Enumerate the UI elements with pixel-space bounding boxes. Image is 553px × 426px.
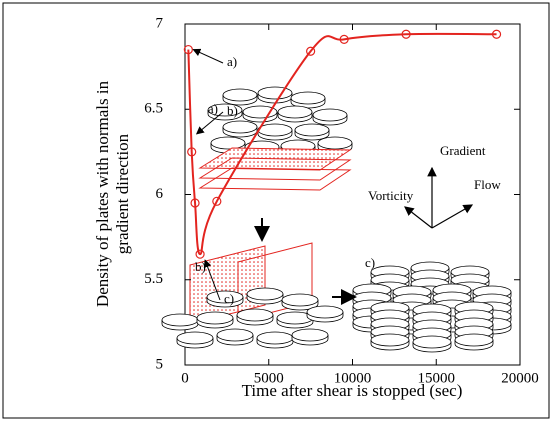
plate [370, 333, 410, 347]
axis-arrow [404, 206, 433, 229]
annotation-arrow [195, 111, 224, 135]
y-axis-label: gradient direction [113, 133, 132, 254]
data-point [306, 46, 316, 56]
plate [216, 328, 254, 342]
axis-label: Flow [474, 177, 501, 192]
y-tick-label: 6.5 [144, 101, 163, 117]
axis-label: Gradient [440, 143, 486, 158]
diagram-label: b) [195, 259, 206, 274]
diagrams: Gradient Flow Vorticity a) b) c) [161, 86, 512, 353]
data-point [212, 196, 222, 206]
data-point [401, 29, 411, 39]
plate [454, 333, 494, 347]
y-tick-label: 7 [156, 15, 164, 31]
diagram-label: c) [365, 255, 375, 270]
y-axis-label: Density of plates with normals in [93, 80, 112, 307]
x-tick-label: 20000 [501, 370, 539, 386]
plate [196, 311, 234, 325]
point-label: b) [227, 103, 238, 118]
point-label: a) [227, 54, 237, 69]
plate [256, 331, 294, 345]
plate [290, 91, 326, 105]
plate [206, 290, 244, 304]
plot: 0 5000 10000 15000 20000 5 5.5 6 6.5 7 a) b) c) [144, 15, 539, 386]
data-point [195, 249, 205, 259]
plate [277, 105, 313, 119]
plate [281, 293, 319, 307]
data-point [491, 29, 502, 39]
plate [236, 308, 274, 322]
y-tick-label: 5.5 [144, 271, 163, 287]
data-point [187, 147, 197, 157]
plane [198, 157, 352, 181]
plate [222, 88, 258, 102]
annotation-arrow [192, 48, 224, 64]
x-axis-label: Time after shear is stopped (sec) [242, 381, 463, 400]
axis-label: Vorticity [368, 188, 414, 203]
plate [257, 123, 293, 137]
plate [312, 108, 348, 122]
y-tick-label: 5 [156, 356, 164, 372]
plate [291, 328, 329, 342]
x-tick-label: 0 [181, 370, 189, 386]
plane [198, 167, 352, 191]
plate [294, 123, 330, 137]
data-point [190, 198, 200, 208]
data-point [183, 44, 193, 55]
data-line [187, 32, 497, 256]
plate [257, 86, 293, 100]
annotation-arrow [203, 259, 221, 301]
data-point [339, 34, 349, 44]
plate [210, 136, 246, 150]
plate [207, 103, 243, 117]
x-tick-label: 5000 [254, 370, 284, 386]
plate [176, 331, 214, 345]
plate [306, 305, 344, 319]
axis-arrow [431, 204, 474, 229]
outer-border [2, 2, 550, 419]
plate [317, 136, 353, 150]
diagram-label: a) [208, 101, 218, 116]
plate [412, 335, 452, 349]
plate [222, 120, 258, 134]
point-label: c) [224, 291, 234, 306]
y-tick-label: 6 [156, 186, 164, 202]
x-tick-label: 10000 [334, 370, 372, 386]
plate [246, 287, 284, 301]
plate [161, 313, 199, 327]
x-tick-label: 15000 [418, 370, 456, 386]
